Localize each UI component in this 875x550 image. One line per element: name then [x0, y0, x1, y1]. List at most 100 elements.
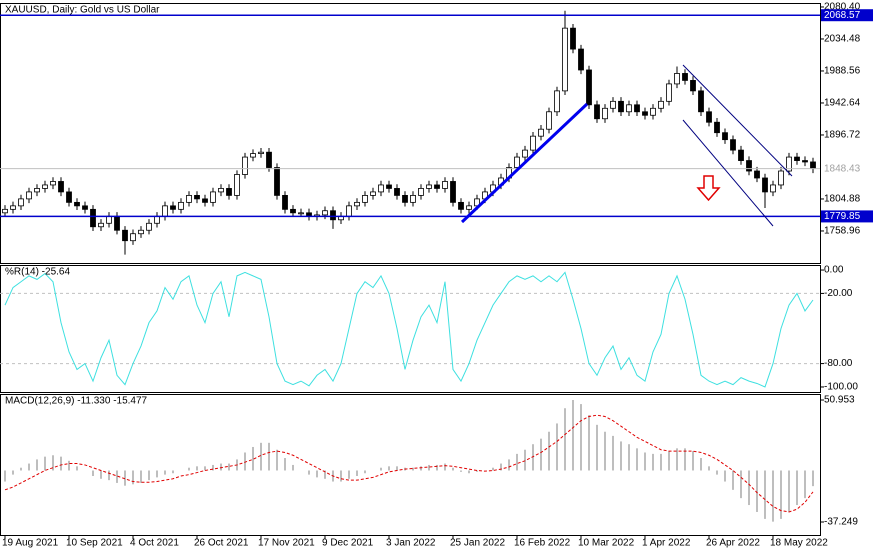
candle-body	[410, 195, 416, 203]
candle-body	[18, 198, 24, 207]
candle-body	[402, 195, 408, 203]
candle-body	[514, 156, 520, 168]
main-panel	[0, 3, 821, 264]
candle-body	[34, 188, 40, 193]
x-tick-label: 3 Jan 2022	[386, 538, 436, 549]
y-tick-label: 1988.56	[824, 66, 861, 77]
y-tick-label: 1896.72	[824, 130, 861, 141]
candle-body	[450, 181, 456, 203]
candle-body	[74, 201, 80, 207]
candle-body	[674, 73, 680, 85]
price-label-bg	[821, 9, 873, 22]
candle-body	[538, 128, 544, 137]
candle-body	[130, 233, 136, 242]
candle-body	[698, 90, 704, 113]
candle-body	[274, 167, 280, 196]
candle-body	[602, 107, 608, 120]
candle-body	[562, 27, 568, 92]
y-tick-label: -100.00	[824, 382, 858, 393]
candle-body	[626, 104, 632, 113]
y-tick-label: 50.953	[824, 395, 855, 406]
x-tick-label: 1 Apr 2022	[642, 538, 691, 549]
candle-body	[418, 188, 424, 196]
candle-body	[178, 201, 184, 210]
candle-body	[650, 107, 656, 116]
candle-body	[90, 208, 96, 228]
x-tick-label: 17 Nov 2021	[258, 538, 315, 549]
candle-body	[666, 83, 672, 102]
x-tick-label: 16 Feb 2022	[514, 538, 571, 549]
candle-body	[754, 170, 760, 179]
candle-body	[434, 184, 440, 189]
candle-body	[2, 208, 8, 214]
y-tick-label: 1942.64	[824, 98, 861, 109]
candle-body	[10, 205, 16, 210]
candle-body	[234, 174, 240, 196]
candle-body	[714, 121, 720, 134]
candle-body	[170, 205, 176, 210]
candle-body	[786, 156, 792, 172]
candle-body	[426, 184, 432, 189]
down-arrow	[696, 175, 721, 202]
candle-body	[82, 205, 88, 210]
candle-body	[546, 111, 552, 130]
candle-body	[154, 215, 160, 224]
x-tick-label: 25 Jan 2022	[450, 538, 505, 549]
candle-body	[746, 160, 752, 172]
y-tick-label: 1804.88	[824, 194, 861, 205]
price-label: 1779.85	[824, 211, 861, 222]
candle-body	[386, 184, 392, 189]
candle-body	[298, 212, 304, 215]
candle-body	[378, 184, 384, 193]
price-label-bg	[821, 210, 873, 223]
candle-body	[466, 205, 472, 210]
candle-body	[722, 132, 728, 141]
candle-body	[106, 215, 112, 224]
y-tick-label: 2080.40	[824, 2, 861, 13]
candle-body	[26, 191, 32, 200]
candle-body	[42, 184, 48, 189]
candle-body	[194, 195, 200, 200]
candle-body	[810, 161, 816, 170]
candle-body	[770, 184, 776, 193]
candle-body	[250, 153, 256, 158]
candle-body	[594, 104, 600, 120]
candle-body	[458, 201, 464, 210]
panel-title: XAUUSD, Daily: Gold vs US Dollar	[5, 5, 160, 16]
candle-body	[114, 215, 120, 231]
x-tick-label: 10 Mar 2022	[578, 538, 635, 549]
candle-body	[762, 177, 768, 193]
candle-body	[50, 181, 56, 186]
candle-body	[394, 188, 400, 196]
panel-title: %R(14) -25.64	[5, 267, 70, 278]
y-tick-label: -20.00	[824, 288, 853, 299]
x-tick-label: 26 Oct 2021	[194, 538, 249, 549]
trend-line	[460, 102, 589, 224]
candle-body	[266, 151, 272, 168]
indicator-line	[4, 271, 814, 388]
candle-body	[322, 210, 328, 216]
candle-body	[730, 139, 736, 151]
candle-body	[522, 149, 528, 158]
candle-body	[618, 100, 624, 113]
candle-body	[802, 160, 808, 163]
candle-body	[138, 229, 144, 235]
candle-body	[554, 90, 560, 113]
channel-line	[682, 119, 774, 227]
x-tick-label: 26 Apr 2022	[706, 538, 760, 549]
candle-body	[186, 195, 192, 203]
candle-body	[778, 170, 784, 186]
candle-body	[586, 69, 592, 106]
channel-line	[682, 64, 793, 177]
candle-body	[258, 151, 264, 154]
candle-body	[642, 111, 648, 116]
x-tick-label: 18 May 2022	[770, 538, 828, 549]
y-tick-label: -80.00	[824, 358, 853, 369]
x-tick-label: 9 Dec 2021	[322, 538, 374, 549]
candle-body	[202, 198, 208, 203]
macd-panel	[0, 394, 821, 536]
current-price-label: 1848.43	[824, 163, 861, 174]
y-tick-label: -37.249	[824, 517, 858, 528]
